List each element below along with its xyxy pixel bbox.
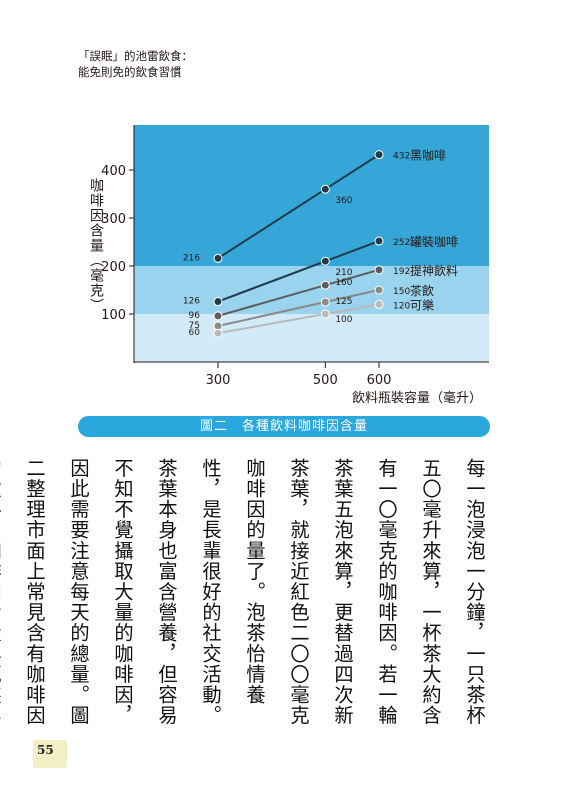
data-label: 120 [393, 301, 410, 311]
page-number: 55 [37, 743, 54, 757]
data-label: 252 [393, 238, 410, 248]
data-point [320, 309, 330, 319]
chart-band [134, 125, 489, 266]
data-label: 96 [189, 311, 201, 321]
data-label: 125 [335, 297, 352, 307]
data-point [320, 256, 330, 266]
data-label: 160 [335, 278, 352, 288]
data-point [374, 150, 384, 160]
y-tick-label: 100 [101, 308, 126, 323]
data-label: 216 [183, 253, 200, 263]
data-point [320, 297, 330, 307]
caffeine-line-chart: 100 200 300 400 300 500 600 咖啡因含量（毫克） 飲料瓶裝容量（毫升）… [88, 125, 489, 406]
data-label: 100 [335, 315, 352, 325]
body-text: 每一泡浸泡一分鐘，一只茶杯五〇毫升來算，一杯茶大約含有一〇毫克的咖啡因。若一輪茶… [0, 458, 496, 734]
running-header-line-2: 能免則免的飲食習慣 [78, 65, 182, 79]
y-tick-label: 300 [101, 212, 126, 227]
data-label: 150 [393, 287, 410, 297]
data-point [320, 280, 330, 290]
data-point [374, 265, 384, 275]
data-point [213, 311, 223, 321]
data-point [213, 253, 223, 263]
series-label: 黑咖啡 [410, 148, 446, 163]
x-axis-label: 飲料瓶裝容量（毫升） [352, 390, 482, 406]
data-label: 210 [335, 268, 352, 278]
y-tick-label: 200 [101, 260, 126, 275]
body-paragraph: 每一泡浸泡一分鐘，一只茶杯五〇毫升來算，一杯茶大約含有一〇毫克的咖啡因。若一輪茶… [0, 458, 486, 726]
data-label: 60 [189, 328, 201, 338]
data-point [374, 299, 384, 309]
x-tick-label: 600 [367, 373, 392, 388]
figure-caption: 圖二 各種飲料咖啡因含量 [78, 416, 490, 437]
data-label: 360 [335, 196, 352, 206]
chart-band [134, 314, 489, 362]
data-point [374, 285, 384, 295]
x-tick-label: 500 [313, 373, 338, 388]
y-axis-label: 咖啡因含量（毫克） [88, 178, 104, 313]
data-label: 75 [189, 321, 200, 331]
data-point [213, 297, 223, 307]
data-point [374, 236, 384, 246]
data-point [213, 328, 223, 338]
series-label: 可樂 [410, 297, 434, 312]
y-tick-label: 400 [101, 164, 126, 179]
series-label: 提神飲料 [410, 263, 458, 278]
data-point [320, 184, 330, 194]
x-tick-label: 300 [206, 373, 231, 388]
page-number-badge: 55 [33, 740, 67, 768]
data-label: 126 [183, 297, 200, 307]
series-label: 茶飲 [410, 283, 434, 298]
series-label: 罐裝咖啡 [410, 234, 458, 249]
data-label: 432 [393, 152, 410, 162]
running-header-line-1: 「誤眠」的池雷飲食： [78, 49, 193, 63]
data-label: 192 [393, 267, 410, 277]
running-header: 「誤眠」的池雷飲食： 能免則免的飲食習慣 [78, 48, 193, 80]
